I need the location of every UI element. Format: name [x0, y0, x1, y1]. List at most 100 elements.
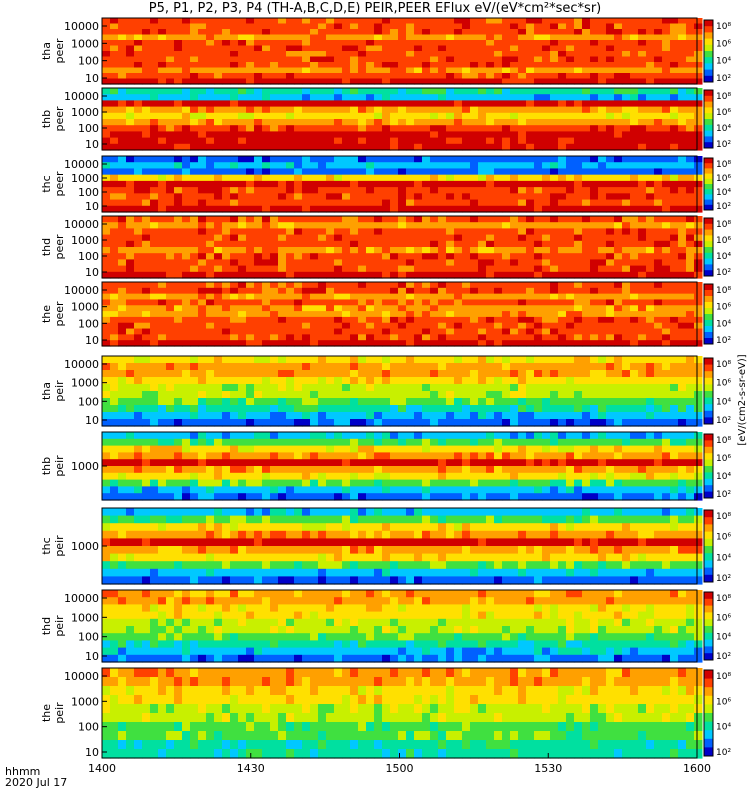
spectrogram-cell	[598, 363, 607, 371]
spectrogram-cell	[326, 137, 335, 145]
spectrogram-cell	[358, 88, 367, 95]
spectrogram-cell	[230, 322, 239, 330]
spectrogram-cell	[118, 40, 127, 47]
spectrogram-cell	[342, 363, 351, 371]
spectrogram-cell	[222, 405, 231, 413]
spectrogram-cell	[582, 67, 591, 74]
spectrogram-cell	[102, 18, 111, 25]
spectrogram-cell	[550, 391, 559, 399]
spectrogram-cell	[334, 334, 343, 341]
spectrogram-cell	[350, 247, 359, 254]
spectrogram-cell	[390, 193, 399, 201]
spectrogram-cell	[198, 222, 207, 229]
spectrogram-cell	[390, 240, 399, 248]
spectrogram-cell	[190, 316, 199, 324]
spectrogram-cell	[374, 234, 383, 242]
spectrogram-cell	[638, 322, 647, 330]
spectrogram-cell	[510, 363, 519, 371]
spectrogram-cell	[406, 216, 415, 223]
spectrogram-cell	[630, 67, 639, 74]
spectrogram-cell	[430, 370, 439, 378]
spectrogram-cell	[126, 391, 135, 399]
spectrogram-cell	[102, 363, 111, 371]
spectrogram-cell	[174, 328, 183, 335]
spectrogram-cell	[406, 143, 415, 151]
spectrogram-cell	[534, 100, 543, 108]
colorbar-segment	[704, 107, 713, 114]
spectrogram-cell	[694, 119, 703, 126]
spectrogram-cell	[158, 187, 167, 194]
spectrogram-cell	[294, 322, 303, 330]
spectrogram-cell	[126, 472, 135, 481]
spectrogram-cell	[678, 299, 687, 306]
spectrogram-cell	[478, 363, 487, 371]
spectrogram-cell	[638, 112, 647, 120]
panel-label-product: peer	[53, 38, 66, 64]
spectrogram-cell	[198, 479, 207, 487]
spectrogram-cell	[334, 391, 343, 399]
spectrogram-cell	[278, 106, 287, 114]
spectrogram-cell	[518, 419, 527, 427]
spectrogram-cell	[654, 216, 663, 223]
spectrogram-cell	[694, 419, 703, 427]
colorbar-segment	[704, 235, 713, 242]
spectrogram-cell	[214, 187, 223, 194]
spectrogram-cell	[518, 94, 527, 101]
spectrogram-cell	[462, 180, 471, 188]
spectrogram-cell	[150, 119, 159, 126]
spectrogram-cell	[670, 187, 679, 194]
spectrogram-cell	[470, 311, 479, 318]
spectrogram-cell	[662, 216, 671, 223]
spectrogram-cell	[310, 370, 319, 378]
spectrogram-cell	[486, 168, 495, 176]
spectrogram-cell	[398, 228, 407, 236]
colorbar-segment	[704, 189, 713, 195]
spectrogram-cell	[430, 180, 439, 188]
spectrogram-cell	[358, 370, 367, 378]
spectrogram-cell	[262, 193, 271, 201]
spectrogram-cell	[518, 370, 527, 378]
spectrogram-cell	[502, 180, 511, 188]
spectrogram-cell	[590, 143, 599, 151]
spectrogram-cell	[126, 479, 135, 487]
colorbar-segment	[704, 284, 713, 291]
spectrogram-cell	[398, 363, 407, 371]
spectrogram-cell	[494, 334, 503, 341]
spectrogram-cell	[366, 234, 375, 242]
spectrogram-cell	[222, 253, 231, 260]
spectrogram-cell	[198, 356, 207, 364]
spectrogram-cell	[574, 34, 583, 41]
spectrogram-cell	[518, 340, 527, 347]
spectrogram-cell	[238, 377, 247, 385]
spectrogram-cell	[246, 88, 255, 95]
spectrogram-cell	[214, 94, 223, 101]
spectrogram-cell	[414, 23, 423, 30]
spectrogram-cell	[646, 56, 655, 63]
spectrogram-cell	[334, 271, 343, 279]
spectrogram-cell	[206, 67, 215, 74]
spectrogram-cell	[366, 199, 375, 207]
spectrogram-cell	[198, 193, 207, 201]
spectrogram-cell	[502, 334, 511, 341]
spectrogram-cell	[518, 363, 527, 371]
spectrogram-cell	[510, 370, 519, 378]
spectrogram-cell	[638, 377, 647, 385]
spectrogram-cell	[174, 322, 183, 330]
spectrogram-cell	[422, 100, 431, 108]
spectrogram-cell	[638, 180, 647, 188]
spectrogram-cell	[222, 88, 231, 95]
spectrogram-cell	[286, 119, 295, 126]
spectrogram-cell	[574, 174, 583, 182]
spectrogram-cell	[166, 391, 175, 399]
spectrogram-cell	[598, 67, 607, 74]
spectrogram-cell	[414, 293, 423, 301]
colorbar-segment	[704, 178, 713, 185]
spectrogram-cell	[382, 73, 391, 80]
spectrogram-cell	[278, 222, 287, 229]
spectrogram-cell	[494, 316, 503, 324]
spectrogram-cell	[294, 106, 303, 114]
spectrogram-cell	[150, 271, 159, 279]
spectrogram-cell	[214, 125, 223, 132]
spectrogram-cell	[630, 125, 639, 132]
spectrogram-cell	[550, 282, 559, 289]
